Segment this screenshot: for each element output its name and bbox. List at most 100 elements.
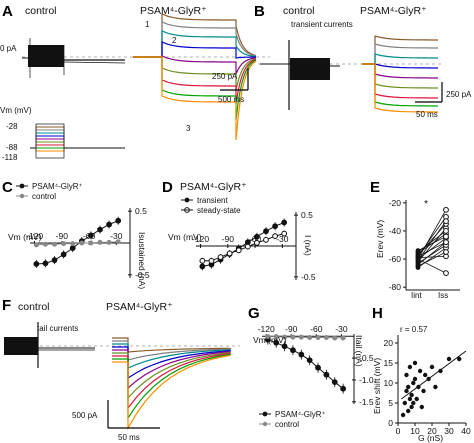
plotG-series-1-point-4 <box>298 334 304 340</box>
panel-h-point-19 <box>423 372 428 378</box>
plotC-series-1-point-9 <box>115 239 121 245</box>
panel-h-x-tick-label-4: 40 <box>461 426 471 436</box>
panel-a-title-psam: PSAM⁴-GlyR⁺ <box>140 5 207 17</box>
panel-a-voltage-protocol <box>30 123 125 159</box>
plotD-x-tick-label-3: -30 <box>276 234 289 244</box>
panel-h-point-6 <box>407 396 413 402</box>
panel-a-psam-traces <box>133 13 257 141</box>
panel-a: A control PSAM⁴-GlyR⁺ 0 pA 1 2 3 250 pA … <box>0 3 270 162</box>
plotC-series-1-point-1 <box>42 241 48 247</box>
panel-h-x-tick-label-2: 20 <box>427 426 437 436</box>
panel-e-y-tick-label-1: -40 <box>389 226 402 236</box>
plotC-x-tick-label-0: -120 <box>26 231 43 241</box>
panel-a-psam-trace-9 <box>133 56 257 141</box>
plotD-x-tick-label-0: -120 <box>192 234 209 244</box>
plotG-series-1-point-7 <box>323 335 329 340</box>
panel-f-psam-trace-5 <box>112 349 231 390</box>
plotG-y-tick-label-0: -0.5 <box>359 353 374 363</box>
panel-d-plot: -120 -90 -60 -300.5-0.5 <box>192 210 316 282</box>
panel-f-psam-trace-9 <box>112 354 231 431</box>
panel-c-plot: -120-90-60-300.5-0.5 <box>26 206 150 280</box>
panel-e-ylabel: Erev (mV) <box>375 220 385 258</box>
plotD-series-1-point-6 <box>254 240 260 246</box>
panel-h-point-0 <box>400 412 406 418</box>
panel-h-point-16 <box>417 368 423 374</box>
plotG-series-0-line <box>267 339 344 390</box>
panel-h-point-3 <box>404 372 409 378</box>
panel-d-legend-steady: steady-state <box>197 206 241 215</box>
plotG-series-0-point-7 <box>323 371 330 378</box>
panel-c: C -120-90-60-300.5-0.5 PSAM⁴-GlyR⁺ contr… <box>2 179 150 289</box>
plotC-series-0-point-4 <box>69 245 76 251</box>
panel-h-point-18 <box>421 388 426 394</box>
panel-b-psam-trace-5 <box>362 63 438 79</box>
panel-e-pair-line-13 <box>417 251 447 267</box>
panel-d-legend-transient: transient <box>197 196 228 205</box>
plotG-series-0-point-5 <box>306 357 313 364</box>
plotD-series-1-point-8 <box>272 233 278 240</box>
panel-h-point-4 <box>406 408 411 414</box>
plotD-series-0-point-8 <box>272 223 278 230</box>
panel-h-fit-line <box>401 350 467 400</box>
panel-h-point-2 <box>404 388 409 394</box>
plotC-series-0-point-3 <box>60 251 67 258</box>
panel-h-point-7 <box>407 364 413 370</box>
plotD-series-0-point-0 <box>199 263 206 270</box>
plotC-series-1-point-8 <box>106 239 112 245</box>
plotG-series-0-point-3 <box>290 347 296 354</box>
plotG-series-1-point-1 <box>273 334 279 340</box>
panel-b-letter: B <box>254 3 265 20</box>
plotC-series-0-line <box>36 220 119 265</box>
panel-e-y-tick-label-3: -80 <box>389 282 402 292</box>
plotG-series-0-point-9 <box>340 385 347 392</box>
panel-b-psam-trace-8 <box>362 63 438 107</box>
panel-h-point-23 <box>438 368 443 374</box>
plotC-series-0-point-7 <box>97 226 103 233</box>
plotC-x-tick-label-3: -30 <box>110 231 123 241</box>
panel-g-plot: -120 -90 -60 -30 -0.5 -1.0 -1.5 <box>258 324 374 407</box>
plotD-series-1-point-3 <box>226 250 233 257</box>
panel-h-point-10 <box>411 380 416 386</box>
panel-h-point-12 <box>412 376 418 382</box>
plotG-series-0-point-2 <box>281 343 288 350</box>
panel-b-scale-time: 50 ms <box>416 110 438 119</box>
panel-h-point-21 <box>429 364 435 370</box>
plotC-series-1-point-6 <box>88 240 94 246</box>
panel-c-legend-control: control <box>32 192 56 201</box>
panel-c-letter: C <box>2 179 13 196</box>
panel-a-title-control: control <box>25 5 57 17</box>
panel-e-letter: E <box>370 179 380 196</box>
plotD-series-1-line <box>202 233 285 262</box>
plotG-series-1-point-3 <box>290 334 296 340</box>
panel-c-legend-psam: PSAM⁴-GlyR⁺ <box>32 182 83 191</box>
panel-f-scale-current: 500 pA <box>72 411 98 420</box>
panel-f-psam-trace-7 <box>112 352 231 410</box>
panel-b-psam-trace-7 <box>362 63 438 99</box>
plotG-series-1-point-9 <box>340 335 346 341</box>
panel-e-xlabel-ss: Iss <box>438 291 448 300</box>
plotD-series-1-point-9 <box>281 230 288 237</box>
plotG-series-0-point-8 <box>331 379 338 386</box>
panel-e-point-int-15 <box>415 256 421 262</box>
plotC-series-1-point-5 <box>79 240 85 246</box>
panel-e-pair-line-4 <box>417 241 447 265</box>
plotC-series-1-point-2 <box>52 241 58 247</box>
panel-e-pair-line-7 <box>417 237 447 260</box>
panel-e-pair-line-15 <box>417 258 447 274</box>
plotD-y-tick-label-0: 0.5 <box>301 210 313 220</box>
panel-e-point-ss-14 <box>443 239 449 246</box>
panel-f-psam-trace-6 <box>112 351 231 400</box>
plotG-y-tick-label-1: -1.0 <box>359 375 374 385</box>
panel-f-psam-traces <box>112 337 231 431</box>
panel-h-point-13 <box>412 360 418 366</box>
panel-h-point-17 <box>419 404 424 410</box>
panel-h-point-25 <box>457 356 462 362</box>
plotD-series-1-point-4 <box>235 247 242 254</box>
panel-b-psam-trace-9 <box>362 63 438 113</box>
panel-h-y-tick-label-4: 20 <box>384 338 394 348</box>
panel-e-y-tick-label-0: -20 <box>389 198 402 208</box>
plotG-series-1-point-5 <box>307 335 313 340</box>
panel-e-pair-line-1 <box>417 209 447 260</box>
panel-a-vm-tick-28: -28 <box>6 122 18 131</box>
